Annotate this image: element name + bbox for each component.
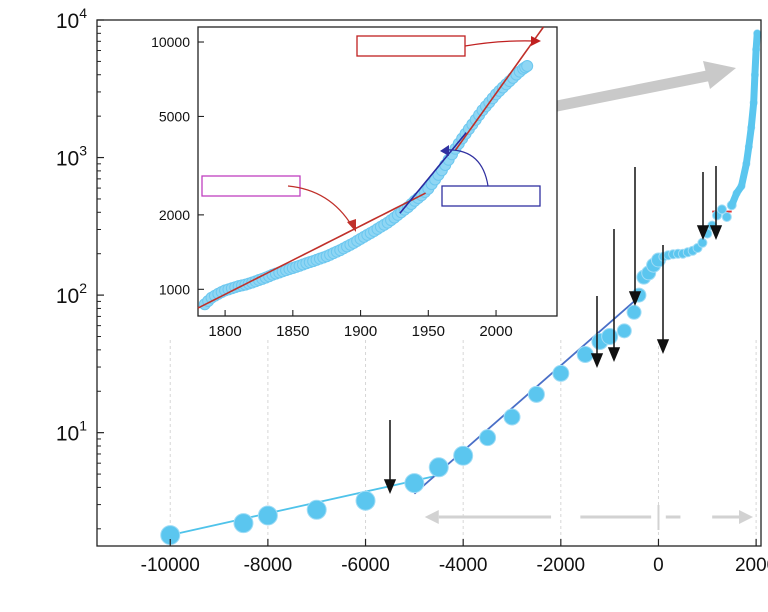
- inset-axes: 1800 1850 1900 1950 2000 1000 2000 5000 10000: [151, 34, 513, 340]
- main-data-point: [576, 346, 594, 364]
- main-data-point: [479, 429, 497, 447]
- inset-frame: [197, 26, 558, 317]
- fit1-pointer: [287, 185, 353, 227]
- main-recent-series: [728, 29, 761, 209]
- arrow-4700-bc: [383, 420, 397, 494]
- inset-y-tick-label: 1000: [159, 281, 190, 297]
- main-x-tick-label: -2000: [537, 555, 586, 576]
- main-data-point: [601, 328, 619, 346]
- main-data-point: [527, 385, 545, 403]
- main-data-point: [257, 505, 278, 526]
- main-data-point: [721, 211, 732, 222]
- inset-pointer-arrow: [530, 61, 736, 117]
- main-data-points: [160, 29, 762, 546]
- arrow-700-bc-a: [590, 296, 604, 368]
- main-data-point: [552, 364, 570, 382]
- arrow-1520: [709, 166, 723, 240]
- main-axes: -10000 -8000 -6000 -4000 -2000 0 2000 101 102 103…: [56, 5, 768, 576]
- main-data-point: [616, 323, 632, 339]
- main-gridlines: [169, 340, 757, 546]
- main-y-tick-label: 101: [56, 418, 87, 446]
- main-data-point: [306, 499, 327, 520]
- inset-y-tick-label: 10000: [151, 34, 190, 50]
- fit3-pointer: [464, 40, 536, 47]
- event-arrows: [383, 166, 723, 494]
- main-fit-line: [170, 474, 439, 536]
- main-plot-frame: [96, 19, 762, 547]
- main-y-tick-label: 102: [56, 280, 87, 308]
- inset-data-point: [521, 59, 534, 72]
- inset-y-tick-label: 5000: [159, 108, 190, 124]
- inset-x-tick-label: 1800: [208, 323, 241, 340]
- arrow-700-bc-b: [607, 229, 621, 362]
- main-data-point: [404, 473, 425, 494]
- fit1-pointer-head: [347, 219, 356, 232]
- main-x-tick-label: -6000: [341, 555, 390, 576]
- inset-fit-lines: [197, 26, 545, 309]
- inset-x-tick-label: 1950: [412, 323, 445, 340]
- fit2-pointer-head: [440, 145, 449, 156]
- inset-annotations: [201, 35, 541, 232]
- inset-fit-line: [399, 132, 467, 214]
- main-data-point: [355, 490, 376, 511]
- main-x-tick-label: -4000: [439, 555, 488, 576]
- inset-fit-line: [197, 192, 426, 309]
- arrow-1350: [696, 172, 710, 240]
- ad-arrow-head: [739, 510, 754, 524]
- fit2-pointer: [444, 149, 489, 187]
- main-x-tick-label: -10000: [141, 555, 200, 576]
- main-y-tick-label: 104: [56, 5, 87, 33]
- bc-arrow-head: [424, 510, 439, 524]
- fit3-pointer-head: [531, 36, 541, 46]
- era-arrows: [424, 505, 754, 530]
- main-x-tick-label: 2000: [735, 555, 768, 576]
- main-x-tick-label: -8000: [244, 555, 293, 576]
- main-x-tick-label: 0: [653, 555, 664, 576]
- arrow-40-bc: [628, 167, 642, 306]
- main-data-point: [233, 513, 254, 534]
- inset-y-tick-label: 2000: [159, 207, 190, 223]
- main-data-point: [626, 304, 642, 320]
- inset-x-tick-label: 1900: [344, 323, 377, 340]
- main-data-point: [428, 457, 449, 478]
- inset-x-tick-label: 1850: [276, 323, 309, 340]
- inset-fit-line: [454, 26, 545, 151]
- main-data-point: [716, 204, 727, 215]
- main-data-point: [503, 408, 521, 426]
- arrow-550: [656, 245, 670, 354]
- main-y-tick-label: 103: [56, 143, 87, 171]
- inset-data-points: [198, 59, 534, 311]
- fit2-range-box: [441, 185, 541, 207]
- fit1-range-box: [201, 175, 301, 197]
- main-data-point: [453, 445, 474, 466]
- main-data-point: [697, 237, 708, 248]
- inset-x-tick-label: 2000: [479, 323, 512, 340]
